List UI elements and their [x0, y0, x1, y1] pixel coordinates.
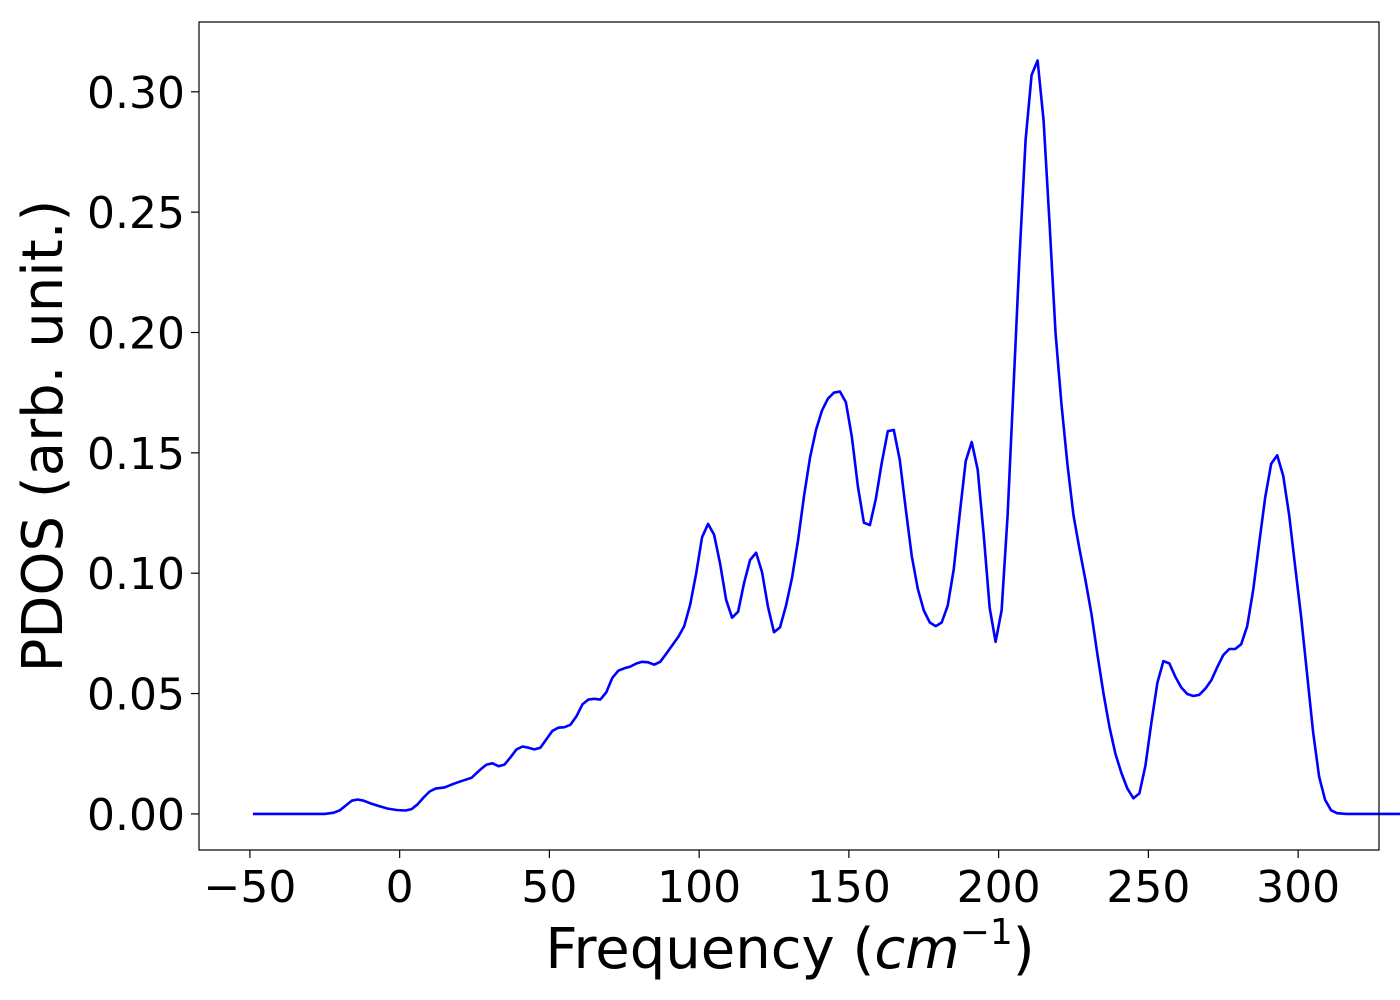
y-tick-label: 0.30 — [87, 68, 185, 119]
series-line-0 — [252, 59, 1400, 816]
y-tick-label: 0.05 — [87, 670, 185, 721]
y-tick-label: 0.10 — [87, 549, 185, 600]
x-tick-label: 250 — [1106, 862, 1190, 913]
x-tick-label: 200 — [957, 862, 1041, 913]
x-tick-label: 50 — [521, 862, 577, 913]
y-tick-label: 0.25 — [87, 188, 185, 239]
y-axis-label: PDOS (arb. unit.) — [11, 200, 76, 673]
y-axis: 0.00 0.05 0.10 0.15 0.20 0.25 0.30 — [87, 68, 199, 841]
y-tick-label: 0.00 — [87, 790, 185, 841]
x-tick-label: −50 — [203, 862, 296, 913]
plot-area — [252, 59, 1400, 816]
x-axis: −50 0 50 100 150 200 250 300 — [203, 850, 1340, 913]
x-tick-label: 100 — [657, 862, 741, 913]
x-axis-label: Frequency (cm−1) — [545, 912, 1034, 982]
y-tick-label: 0.20 — [87, 309, 185, 360]
x-tick-label: 0 — [386, 862, 414, 913]
x-axis-unit: cm — [874, 917, 959, 982]
x-tick-label: 150 — [807, 862, 891, 913]
x-axis-unit-exponent: −1 — [960, 912, 1013, 953]
y-tick-label: 0.15 — [87, 429, 185, 480]
x-tick-label: 300 — [1256, 862, 1340, 913]
axes-frame — [198, 21, 1380, 851]
